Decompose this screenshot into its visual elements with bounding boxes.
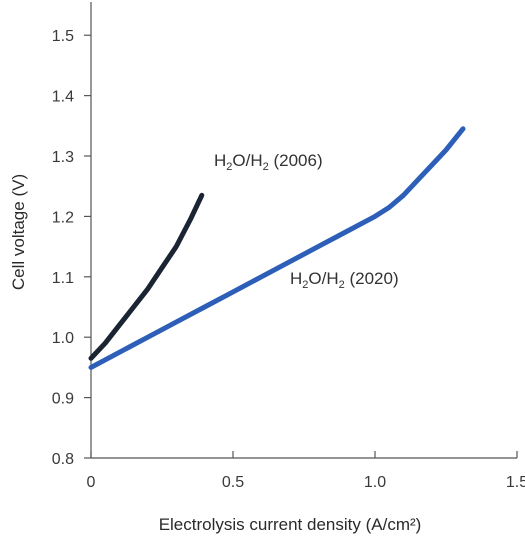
y-tick-label: 1.3 bbox=[52, 149, 74, 166]
y-ticks: 0.8 0.9 1.0 1.1 1.2 1.3 1.4 1.5 bbox=[52, 28, 91, 468]
series-label-2020: H2O/H2 (2020) bbox=[290, 269, 399, 291]
y-tick-label: 1.2 bbox=[52, 209, 74, 226]
y-tick-label: 1.5 bbox=[52, 28, 74, 45]
series-label-2006: H2O/H2 (2006) bbox=[214, 151, 323, 173]
y-tick-label: 1.4 bbox=[52, 89, 74, 106]
y-tick-label: 0.8 bbox=[52, 451, 74, 468]
x-axis-title: Electrolysis current density (A/cm²) bbox=[159, 515, 422, 534]
y-tick-label: 0.9 bbox=[52, 391, 74, 408]
x-ticks: 0 0.5 1.0 1.5 bbox=[87, 451, 525, 491]
y-tick-label: 1.0 bbox=[52, 330, 74, 347]
x-tick-label: 1.5 bbox=[506, 474, 525, 491]
y-axis-title: Cell voltage (V) bbox=[9, 174, 28, 290]
x-tick-label: 0.5 bbox=[222, 474, 244, 491]
series-line-2006 bbox=[91, 195, 202, 358]
y-tick-label: 1.1 bbox=[52, 270, 74, 287]
x-tick-label: 1.0 bbox=[364, 474, 386, 491]
x-tick-label: 0 bbox=[87, 474, 96, 491]
